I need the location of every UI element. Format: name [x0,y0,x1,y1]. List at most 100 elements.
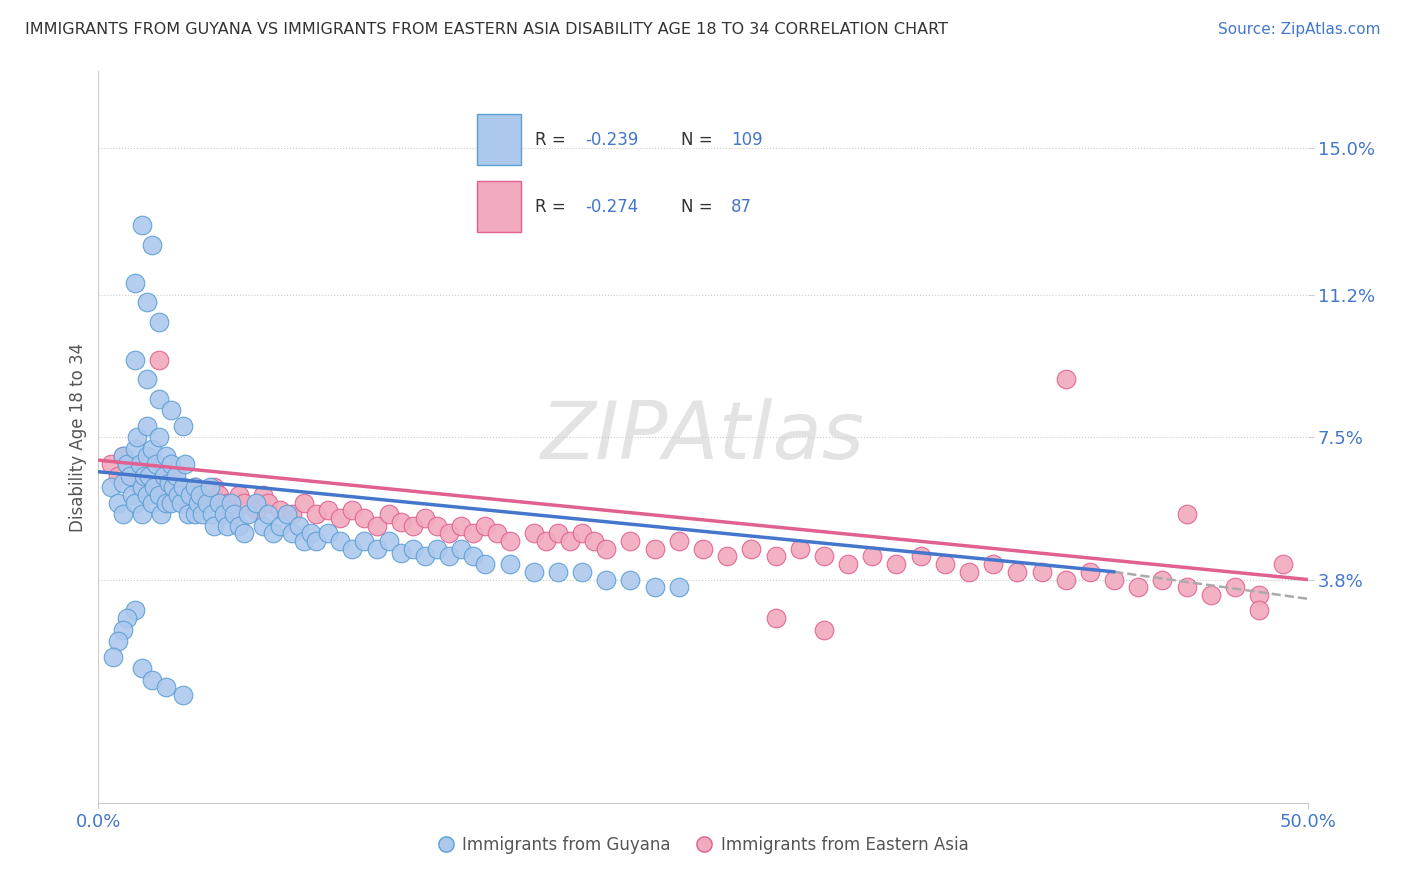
Point [305,534,328,549]
Point [174,457,197,471]
Point [860,549,883,564]
Point [215,518,238,533]
Point [252,488,274,502]
Point [353,534,375,549]
Point [143,480,166,494]
Point [377,507,399,521]
Point [101,649,124,664]
Point [155,450,177,464]
Point [523,565,546,579]
Point [124,495,146,509]
Point [389,515,412,529]
Point [157,476,180,491]
Point [111,450,134,464]
Point [204,518,226,533]
Point [145,457,167,471]
Point [765,549,787,564]
Point [124,468,146,483]
Point [107,495,129,509]
Point [547,526,569,541]
Point [128,457,150,471]
Point [127,430,149,444]
Point [1128,580,1150,594]
Point [329,511,352,525]
Point [474,557,496,571]
Point [167,488,190,502]
Point [292,534,315,549]
Text: IMMIGRANTS FROM GUYANA VS IMMIGRANTS FROM EASTERN ASIA DISABILITY AGE 18 TO 34 C: IMMIGRANTS FROM GUYANA VS IMMIGRANTS FRO… [25,22,948,37]
Point [1031,565,1053,579]
Point [221,495,243,509]
Point [342,541,364,556]
Point [204,480,226,494]
Text: Source: ZipAtlas.com: Source: ZipAtlas.com [1218,22,1381,37]
Point [111,450,134,464]
Point [245,495,267,509]
Point [187,495,209,509]
Point [169,495,191,509]
Point [148,488,170,502]
Point [619,573,641,587]
Point [305,507,328,521]
Point [177,507,200,521]
Point [1054,372,1077,386]
Point [155,495,177,509]
Point [437,526,460,541]
Point [692,541,714,556]
Point [131,507,153,521]
Point [111,507,134,521]
Point [150,507,173,521]
Point [135,488,157,502]
Point [121,488,143,502]
Point [141,442,163,456]
Point [245,503,267,517]
Point [107,468,129,483]
Point [269,503,291,517]
Point [131,480,153,494]
Point [172,488,194,502]
Point [1078,565,1101,579]
Point [299,526,322,541]
Point [128,480,150,494]
Point [148,392,170,406]
Point [117,457,139,471]
Point [547,565,569,579]
Point [118,468,141,483]
Point [124,353,146,368]
Point [316,526,339,541]
Point [165,468,187,483]
Point [1249,588,1271,602]
Point [228,488,250,502]
Point [276,507,298,521]
Point [1249,603,1271,617]
Point [426,518,449,533]
Point [188,488,211,502]
Point [117,457,139,471]
Point [644,541,666,556]
Point [195,495,218,509]
Point [934,557,956,571]
Point [228,518,250,533]
Point [179,495,201,509]
Point [141,468,163,483]
Point [342,503,364,517]
Point [886,557,908,571]
Point [172,688,194,702]
Point [1175,507,1198,521]
Point [583,534,606,549]
Point [558,534,581,549]
Point [281,526,304,541]
Point [644,580,666,594]
Point [262,526,284,541]
Point [134,468,156,483]
Point [238,507,260,521]
Point [1272,557,1295,571]
Point [221,503,243,517]
Point [155,681,177,695]
Point [138,468,160,483]
Point [837,557,859,571]
Point [474,518,496,533]
Point [910,549,932,564]
Point [124,276,146,290]
Point [256,495,278,509]
